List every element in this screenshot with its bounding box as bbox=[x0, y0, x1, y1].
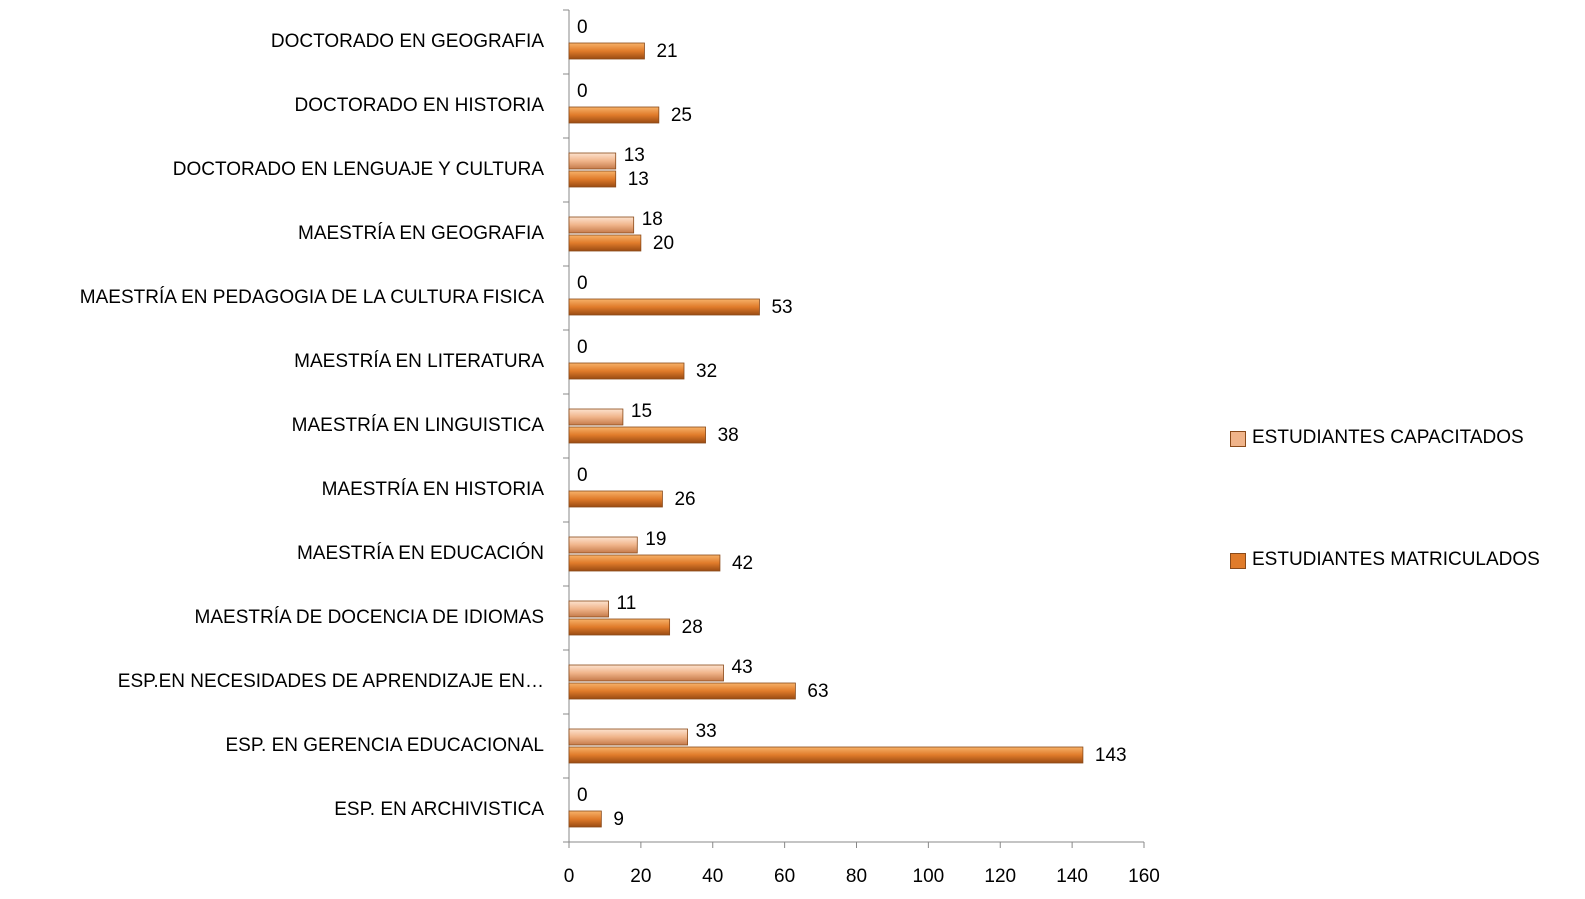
y-tick-label: MAESTRÍA EN LITERATURA bbox=[294, 351, 544, 372]
value-label: 143 bbox=[1095, 745, 1127, 766]
value-label: 0 bbox=[577, 81, 588, 102]
y-tick-label: DOCTORADO EN HISTORIA bbox=[295, 95, 545, 116]
bar bbox=[568, 554, 721, 572]
value-label: 0 bbox=[577, 465, 588, 486]
value-label: 53 bbox=[771, 297, 792, 318]
bar bbox=[568, 810, 602, 828]
x-tick-label: 40 bbox=[702, 866, 723, 887]
x-tick-label: 20 bbox=[630, 866, 651, 887]
bar bbox=[568, 536, 638, 554]
value-label: 13 bbox=[628, 169, 649, 190]
value-label: 21 bbox=[656, 41, 677, 62]
y-tick-label: ESP. EN ARCHIVISTICA bbox=[334, 799, 544, 820]
x-tick-label: 0 bbox=[564, 866, 575, 887]
x-tick-label: 60 bbox=[774, 866, 795, 887]
bar bbox=[568, 216, 635, 234]
y-tick-label: MAESTRÍA EN LINGUISTICA bbox=[292, 415, 545, 436]
value-label: 43 bbox=[732, 657, 753, 678]
value-label: 38 bbox=[718, 425, 739, 446]
legend-item: ESTUDIANTES CAPACITADOS bbox=[1230, 422, 1560, 454]
bar bbox=[568, 362, 685, 380]
value-label: 19 bbox=[645, 529, 666, 550]
y-tick-label: MAESTRÍA DE DOCENCIA DE IDIOMAS bbox=[195, 607, 544, 628]
x-tick-label: 120 bbox=[984, 866, 1016, 887]
x-tick-label: 80 bbox=[846, 866, 867, 887]
value-label: 25 bbox=[671, 105, 692, 126]
value-label: 0 bbox=[577, 273, 588, 294]
legend-label: ESTUDIANTES CAPACITADOS bbox=[1252, 427, 1524, 448]
x-tick-label: 140 bbox=[1056, 866, 1088, 887]
bar bbox=[568, 426, 706, 444]
bar bbox=[568, 408, 624, 426]
value-label: 11 bbox=[617, 593, 637, 614]
bar bbox=[568, 42, 645, 60]
value-label: 33 bbox=[696, 721, 717, 742]
legend-swatch bbox=[1230, 553, 1246, 569]
y-tick-label: ESP. EN GERENCIA EDUCACIONAL bbox=[225, 735, 544, 756]
bar bbox=[568, 600, 609, 618]
bar bbox=[568, 234, 642, 252]
x-tick-label: 100 bbox=[913, 866, 945, 887]
value-label: 63 bbox=[807, 681, 828, 702]
bar bbox=[568, 618, 671, 636]
value-label: 13 bbox=[624, 145, 645, 166]
value-label: 42 bbox=[732, 553, 753, 574]
y-tick-label: DOCTORADO EN GEOGRAFIA bbox=[271, 31, 544, 52]
bar bbox=[568, 106, 660, 124]
bar bbox=[568, 664, 724, 682]
y-tick-label: DOCTORADO EN LENGUAJE Y CULTURA bbox=[173, 159, 545, 180]
value-label: 18 bbox=[642, 209, 663, 230]
x-tick-label: 160 bbox=[1128, 866, 1160, 887]
bar bbox=[568, 298, 760, 316]
value-label: 32 bbox=[696, 361, 717, 382]
y-tick-label: MAESTRÍA EN EDUCACIÓN bbox=[297, 542, 544, 564]
bar bbox=[568, 170, 617, 188]
value-label: 9 bbox=[613, 809, 624, 830]
bar bbox=[568, 490, 663, 508]
value-label: 20 bbox=[653, 233, 674, 254]
legend-swatch bbox=[1230, 431, 1246, 447]
value-label: 26 bbox=[674, 489, 695, 510]
y-tick-label: ESP.EN NECESIDADES DE APRENDIZAJE EN… bbox=[118, 671, 544, 692]
bar bbox=[568, 728, 688, 746]
bar bbox=[568, 746, 1084, 764]
y-tick-label: MAESTRÍA EN PEDAGOGIA DE LA CULTURA FISI… bbox=[80, 287, 545, 308]
y-tick-label: MAESTRÍA EN GEOGRAFIA bbox=[298, 223, 544, 244]
value-label: 0 bbox=[577, 17, 588, 38]
legend-item: ESTUDIANTES MATRICULADOS bbox=[1230, 544, 1560, 576]
legend-label: ESTUDIANTES MATRICULADOS bbox=[1252, 549, 1540, 570]
value-label: 0 bbox=[577, 785, 588, 806]
bar bbox=[568, 682, 796, 700]
value-label: 15 bbox=[631, 401, 652, 422]
bar bbox=[568, 152, 617, 170]
y-tick-label: MAESTRÍA EN HISTORIA bbox=[322, 479, 545, 500]
value-label: 0 bbox=[577, 337, 588, 358]
value-label: 28 bbox=[682, 617, 703, 638]
